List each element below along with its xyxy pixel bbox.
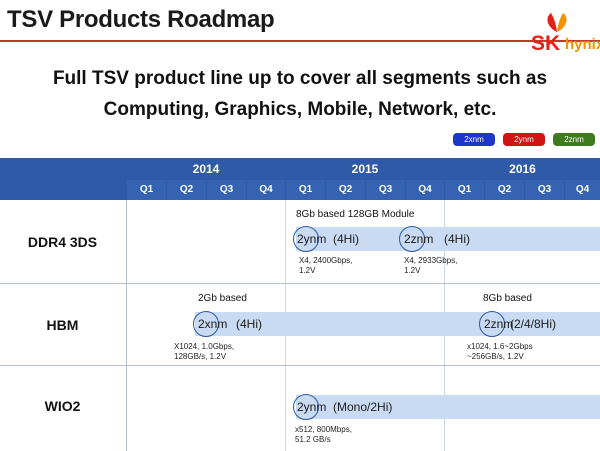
hbm-caption-2: 8Gb based <box>483 293 532 304</box>
ddr4-node1-tech: 2ynm <box>297 232 327 246</box>
hbm-node1-marker <box>193 311 219 337</box>
ddr4-node1-spec2: 1.2V <box>299 266 316 275</box>
row-divider <box>0 283 600 284</box>
legend-2xnm: 2xnm <box>453 133 495 146</box>
wio2-timeline-bar <box>296 395 600 419</box>
hbm-node1-spec2: 128GB/s, 1.2V <box>174 352 227 361</box>
ddr4-node2-stack: (4Hi) <box>444 232 470 246</box>
wio2-node1-tech: 2ynm <box>297 400 327 414</box>
hbm-node2-marker <box>479 311 505 337</box>
wio2-node1-spec1: x512, 800Mbps, <box>295 425 352 434</box>
hbm-node2-spec1: x1024, 1.6~2Gbps <box>467 342 533 351</box>
quarter-cell: Q2 <box>326 180 365 200</box>
sk-hynix-logo: SK hynix <box>520 10 600 55</box>
hbm-node1-spec1: X1024, 1.0Gbps, <box>174 342 235 351</box>
row-divider <box>0 365 600 366</box>
quarter-cell: Q1 <box>286 180 325 200</box>
year-header-row <box>0 158 600 180</box>
logo-butterfly-icon <box>547 13 567 32</box>
quarter-cell: Q3 <box>525 180 564 200</box>
page-title: TSV Products Roadmap <box>7 6 275 33</box>
hbm-timeline-bar <box>195 312 600 336</box>
logo-hynix-text: hynix <box>565 36 600 53</box>
ddr4-node1-stack: (4Hi) <box>333 232 359 246</box>
logo-sk-text: SK <box>531 32 561 55</box>
hbm-node2-stack: (2/4/8Hi) <box>510 317 557 331</box>
hbm-node1-stack: (4Hi) <box>236 317 262 331</box>
hbm-node2-tech: 2znm <box>484 317 514 331</box>
quarter-cell: Q4 <box>565 180 600 200</box>
quarter-cell: Q2 <box>485 180 524 200</box>
ddr4-node2-spec1: X4, 2933Gbps, <box>404 256 458 265</box>
quarter-cell: Q3 <box>366 180 405 200</box>
ddr4-node2-tech: 2znm <box>404 232 434 246</box>
subtitle-line-1: Full TSV product line up to cover all se… <box>52 68 548 89</box>
wio2-node1-spec2: 51.2 GB/s <box>295 435 331 444</box>
ddr4-node1-spec1: X4, 2400Gbps, <box>299 256 353 265</box>
year-2014: 2014 <box>192 162 220 176</box>
quarter-cell: Q2 <box>167 180 206 200</box>
legend-2znm: 2znm <box>553 133 595 146</box>
quarter-cell: Q3 <box>207 180 246 200</box>
grid-line <box>126 200 127 451</box>
ddr4-node2-spec2: 1.2V <box>404 266 421 275</box>
legend-2ynm: 2ynm <box>503 133 545 146</box>
row-label-ddr4-3ds: DDR4 3DS <box>27 234 98 250</box>
hbm-node1-tech: 2xnm <box>198 317 228 331</box>
ddr4-node2-marker <box>399 226 425 252</box>
row-label-wio2: WIO2 <box>44 398 81 414</box>
subtitle-line-2: Computing, Graphics, Mobile, Network, et… <box>103 99 497 120</box>
year-2015: 2015 <box>351 162 379 176</box>
wio2-node1-marker <box>293 394 319 420</box>
ddr4-timeline-bar <box>296 227 600 251</box>
ddr4-caption: 8Gb based 128GB Module <box>296 209 415 220</box>
quarter-cell: Q4 <box>406 180 444 200</box>
hbm-node2-spec2: ~256GB/s, 1.2V <box>467 352 524 361</box>
wio2-node1-stack: (Mono/2Hi) <box>333 400 393 414</box>
hbm-caption-1: 2Gb based <box>198 293 247 304</box>
quarter-cell: Q4 <box>247 180 285 200</box>
row-label-hbm: HBM <box>46 317 79 333</box>
ddr4-node1-marker <box>293 226 319 252</box>
quarter-cell: Q1 <box>127 180 166 200</box>
quarter-cell: Q1 <box>445 180 484 200</box>
year-2016: 2016 <box>509 162 536 176</box>
title-divider <box>0 40 600 42</box>
